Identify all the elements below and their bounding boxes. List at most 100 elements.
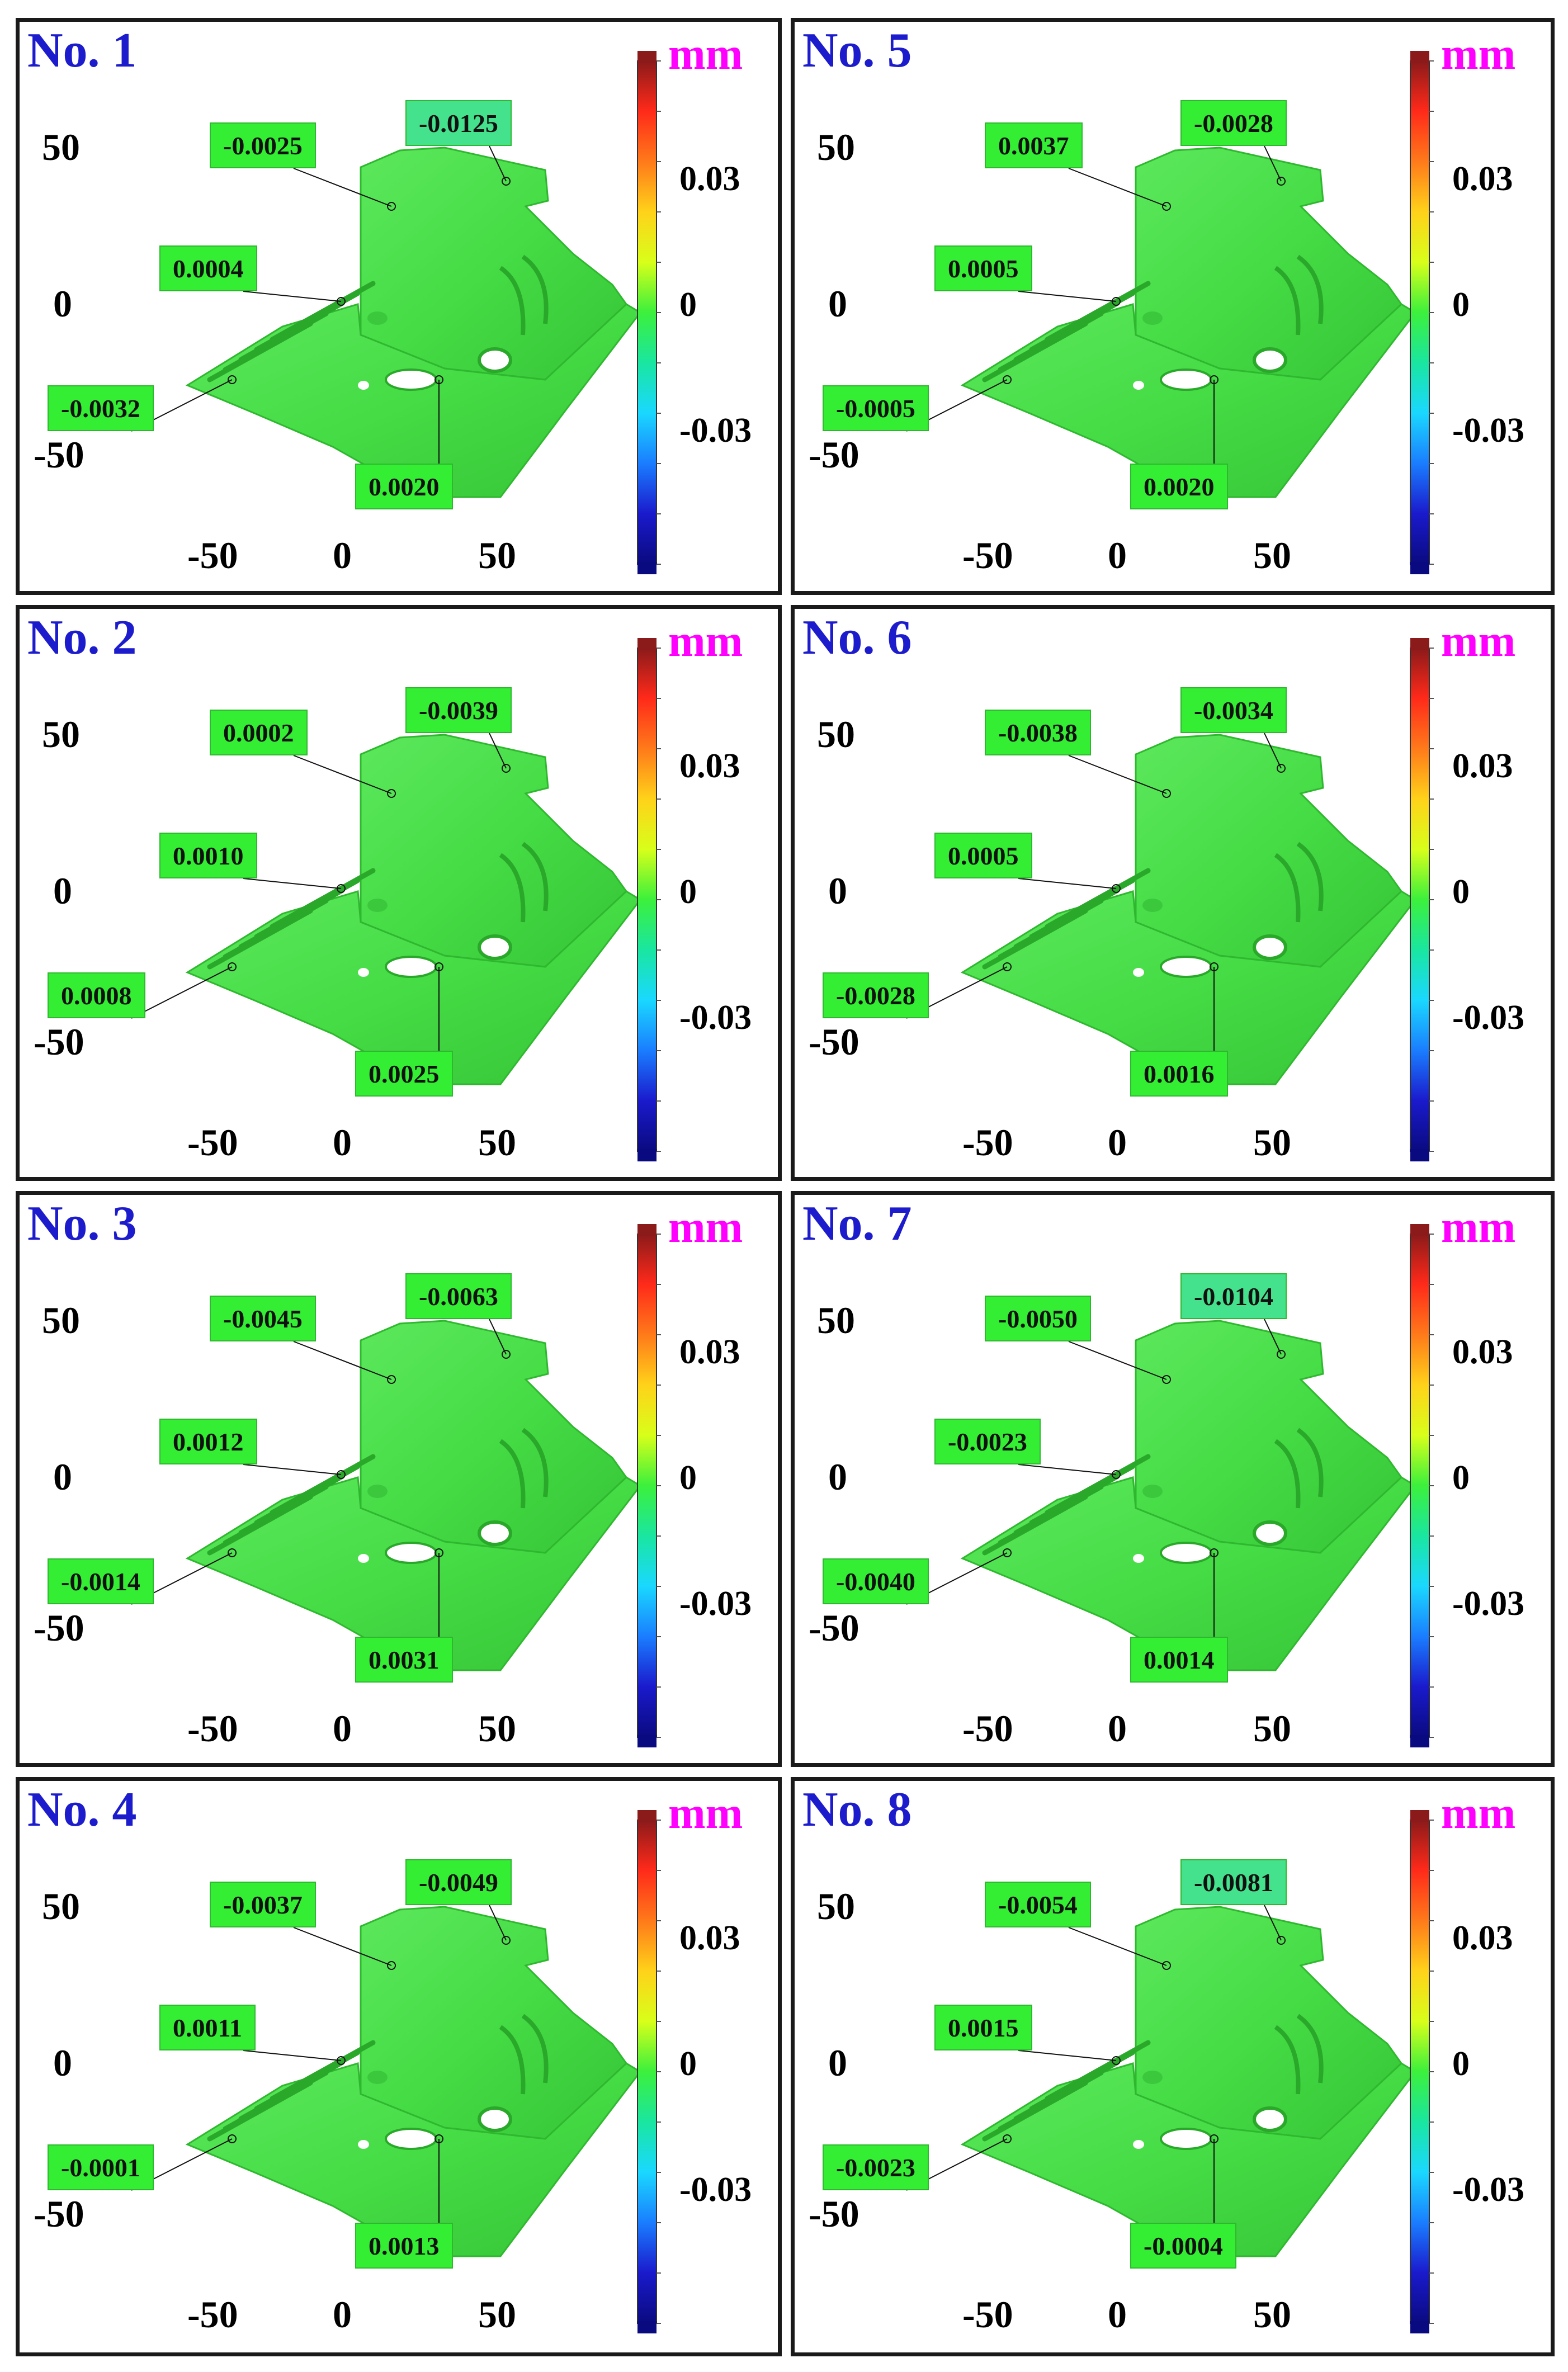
panel-title: No. 1	[27, 23, 137, 78]
colorbar-label-max: 0.03	[679, 160, 740, 198]
measurement-point	[1210, 375, 1218, 384]
x-tick-label: 50	[478, 1121, 516, 1164]
leader-line	[1018, 291, 1117, 302]
deviation-callout: -0.0039	[405, 687, 512, 733]
colorbar-label-min: -0.03	[679, 999, 752, 1037]
colorbar-label-zero: 0	[1452, 1459, 1470, 1497]
measurement-point	[228, 375, 237, 384]
x-tick-label: 0	[333, 1121, 352, 1164]
y-tick-label: 0	[828, 282, 847, 325]
deviation-callout: 0.0005	[934, 833, 1032, 878]
x-tick-label: 0	[1108, 1707, 1127, 1750]
colorbar-under-cap	[637, 2321, 657, 2333]
deviation-callout: -0.0045	[210, 1296, 316, 1341]
deviation-callout: 0.0010	[159, 833, 257, 878]
panel-2: No. 2 mm 0.03 0 -0.03 50 0 -50 -50 0 50 0.0002 -0.00…	[16, 605, 782, 1181]
x-tick-label: 50	[1253, 534, 1291, 577]
x-tick-label: -50	[962, 2293, 1013, 2336]
deviation-callout: -0.0038	[985, 710, 1091, 755]
colorbar-label-zero: 0	[1452, 2045, 1470, 2083]
colorbar-label-max: 0.03	[1452, 747, 1513, 785]
colorbar-label-zero: 0	[679, 873, 697, 911]
measurement-point	[1162, 789, 1171, 798]
colorbar-under-cap	[1410, 562, 1429, 574]
leader-line	[1018, 2050, 1117, 2061]
colorbar-label-zero: 0	[679, 286, 697, 324]
colorbar-unit: mm	[668, 617, 743, 666]
panel-3: No. 3 mm 0.03 0 -0.03 50 0 -50 -50 0 50 -0.0045 -0.0…	[16, 1191, 782, 1767]
measurement-point	[502, 177, 511, 186]
colorbar-over-cap	[1410, 51, 1429, 63]
measurement-point	[228, 1548, 237, 1557]
measurement-point	[387, 202, 396, 211]
measurement-point	[1210, 2134, 1218, 2143]
colorbar-label-max: 0.03	[679, 1333, 740, 1371]
colorbar	[637, 60, 657, 565]
measurement-point	[1210, 962, 1218, 971]
colorbar	[1410, 648, 1430, 1152]
leader-line	[1068, 168, 1167, 207]
measurement-point	[1003, 2134, 1012, 2143]
measurement-point	[502, 1350, 511, 1359]
deviation-callout: 0.0002	[210, 710, 308, 755]
measurement-point	[387, 1375, 396, 1384]
sheet-metal-part	[960, 147, 1417, 498]
y-tick-label: 0	[53, 870, 72, 912]
measurement-point	[434, 1548, 443, 1557]
panel-graphic	[906, 1224, 1434, 1747]
deviation-callout: -0.0104	[1180, 1273, 1287, 1319]
deviation-callout: -0.0063	[405, 1273, 512, 1319]
colorbar-unit: mm	[1441, 617, 1516, 666]
x-tick-label: -50	[187, 534, 238, 577]
colorbar	[1410, 1820, 1430, 2324]
measurement-point	[1112, 297, 1121, 306]
x-tick-label: 50	[1253, 2293, 1291, 2336]
deviation-callout: -0.0032	[48, 385, 154, 431]
panel-6: No. 6 mm 0.03 0 -0.03 50 0 -50 -50 0 50 -0.0038 -0.0…	[791, 605, 1555, 1181]
sheet-metal-part	[960, 734, 1417, 1085]
measurement-point	[387, 789, 396, 798]
colorbar-label-min: -0.03	[679, 412, 752, 450]
measurement-point	[1162, 202, 1171, 211]
leader-line	[243, 2050, 342, 2061]
measurement-point	[434, 375, 443, 384]
leader-line	[1264, 1905, 1282, 1941]
x-tick-label: 0	[1108, 534, 1127, 577]
colorbar	[1410, 1234, 1430, 1738]
x-tick-label: -50	[187, 2293, 238, 2336]
deviation-callout: -0.0028	[823, 972, 929, 1018]
panel-8: No. 8 mm 0.03 0 -0.03 50 0 -50 -50 0 50 -0.0054 -0.0…	[791, 1777, 1555, 2356]
colorbar-over-cap	[1410, 1224, 1429, 1236]
colorbar	[637, 648, 657, 1152]
y-tick-label: -50	[809, 2193, 859, 2235]
colorbar-unit: mm	[668, 1203, 743, 1252]
measurement-point	[434, 2134, 443, 2143]
measurement-point	[1162, 1375, 1171, 1384]
y-tick-label: 0	[828, 1456, 847, 1498]
x-tick-label: 0	[333, 2293, 352, 2336]
colorbar-unit: mm	[668, 30, 743, 79]
colorbar-label-min: -0.03	[1452, 999, 1525, 1037]
deviation-callout: 0.0005	[934, 245, 1032, 291]
colorbar-label-zero: 0	[1452, 873, 1470, 911]
leader-line	[489, 733, 507, 769]
measurement-point	[337, 297, 346, 306]
x-tick-label: 50	[478, 534, 516, 577]
leader-line	[489, 1319, 507, 1355]
panel-4: No. 4 mm 0.03 0 -0.03 50 0 -50 -50 0 50 -0.0037 -0.0…	[16, 1777, 782, 2356]
y-tick-label: -50	[809, 1020, 859, 1063]
deviation-callout: -0.0125	[405, 100, 512, 146]
leader-line	[243, 878, 342, 889]
deviation-callout: -0.0014	[48, 1558, 154, 1604]
measurement-point	[1277, 764, 1286, 773]
colorbar-unit: mm	[668, 1789, 743, 1838]
deviation-callout: 0.0013	[355, 2223, 453, 2269]
panel-title: No. 4	[27, 1783, 137, 1837]
colorbar-over-cap	[637, 638, 657, 650]
colorbar-under-cap	[1410, 1735, 1429, 1747]
deviation-callout: -0.0001	[48, 2144, 154, 2190]
measurement-point	[1003, 375, 1012, 384]
y-tick-label: 50	[42, 1885, 80, 1927]
leader-line	[1264, 145, 1282, 182]
colorbar-over-cap	[637, 1810, 657, 1822]
